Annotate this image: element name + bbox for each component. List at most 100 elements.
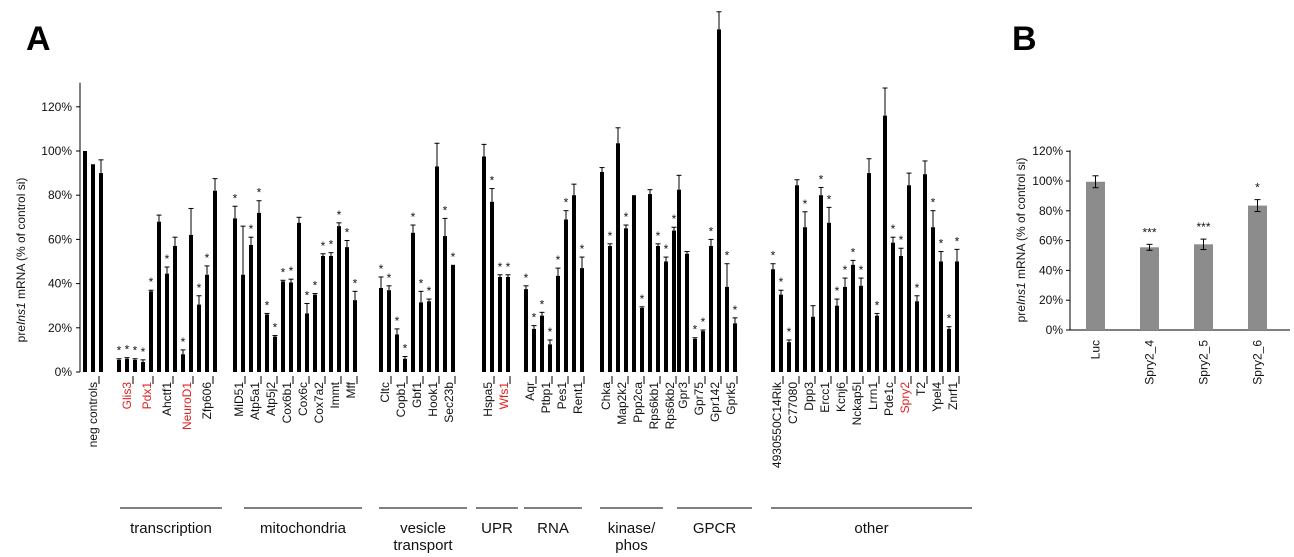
category-label: Ptbp1 [539,382,553,414]
bar [677,189,681,372]
group-label: UPR [481,520,513,537]
bar [141,362,145,372]
bar [99,173,103,372]
category-label: Spry2_4 [1143,340,1157,385]
significance-star: * [835,284,840,298]
category-label: Ahctf1 [160,382,174,416]
significance-star: * [281,265,286,279]
significance-star: * [337,208,342,222]
significance-star: * [640,292,645,306]
category-label: Spry2_5 [1197,340,1211,385]
significance-star: *** [1142,225,1156,239]
bar [213,190,217,372]
category-label: Lrrn1 [866,382,880,410]
significance-star: * [321,239,326,253]
bar [117,359,121,372]
bar [600,171,604,372]
significance-star: * [345,226,350,240]
significance-star: * [249,222,254,236]
bar [419,302,423,372]
bar [624,228,628,372]
significance-star: * [624,210,629,224]
bar [915,301,919,372]
bar [608,246,612,372]
significance-star: * [843,263,848,277]
bar [181,354,185,372]
y-tick-label: 120% [41,100,72,114]
bar [672,230,676,372]
bar [939,261,943,372]
bar [157,221,161,372]
bar [709,246,713,372]
bar [451,264,455,372]
category-label: Pes1 [555,382,569,410]
group-label: GPCR [693,520,737,537]
significance-star: * [524,271,529,285]
significance-star: * [506,260,511,274]
significance-star: * [779,275,784,289]
bar [395,334,399,372]
bar [693,338,697,372]
significance-star: * [875,298,880,312]
significance-star: * [540,297,545,311]
significance-star: * [419,276,424,290]
significance-star: * [257,186,262,200]
category-label: Ercc1 [818,382,832,413]
bar [257,212,261,372]
category-label: Mff [344,381,358,398]
bar [803,227,807,372]
significance-star: * [403,342,408,356]
significance-star: * [955,234,960,248]
significance-star: * [141,345,146,359]
bar [795,185,799,372]
bar [189,234,193,372]
bar [125,358,129,372]
y-tick-label: 80% [48,188,72,202]
bar [564,219,568,372]
group-mitochondria: ****** **** ****MiD51 Atp5a1 Atp5j2 Cox6b1 Cox… [232,186,362,537]
bar [133,359,137,372]
bar [1086,181,1105,330]
bar [313,294,317,372]
bar [835,305,839,372]
significance-star: * [656,229,661,243]
category-label: Luc [1089,340,1103,359]
significance-star: * [379,262,384,276]
group-label: phos [615,537,648,554]
group-label: RNA [537,520,569,537]
significance-star: * [498,260,503,274]
group-label: transport [393,537,453,554]
bar [83,151,87,372]
bar [843,286,847,372]
group-label: transcription [130,520,212,537]
bar [717,29,721,372]
category-label: Znrf1 [946,382,960,410]
category-label: Hook1 [426,382,440,417]
group-vesicle-transport: *********Cltc Copb1 Gbf1 Hook1 Sec23bvesicle… [378,142,467,554]
group-label: vesicle [400,520,446,537]
bar [443,236,447,372]
category-label: Hspa5 [481,382,495,417]
significance-star: * [387,271,392,285]
significance-star: * [117,344,122,358]
bar [273,336,277,372]
significance-star: * [931,196,936,210]
category-label: Atp5a1 [248,382,262,420]
significance-star: * [827,192,832,206]
bar [197,304,201,372]
bar [572,195,576,372]
bar [165,273,169,372]
significance-star: * [709,224,714,238]
bar [811,316,815,372]
bar [875,315,879,372]
bar [540,315,544,372]
significance-star: * [329,238,334,252]
significance-star: * [819,172,824,186]
group-other: ******************4930550C14Rik C77080 Dpp… [770,87,972,537]
significance-star: * [548,325,553,339]
significance-star: * [395,314,400,328]
bar [580,268,584,372]
chart-b: preIns1 mRNA (% of control si) 0% 20% 40% 60… [1014,144,1290,385]
significance-star: * [353,276,358,290]
